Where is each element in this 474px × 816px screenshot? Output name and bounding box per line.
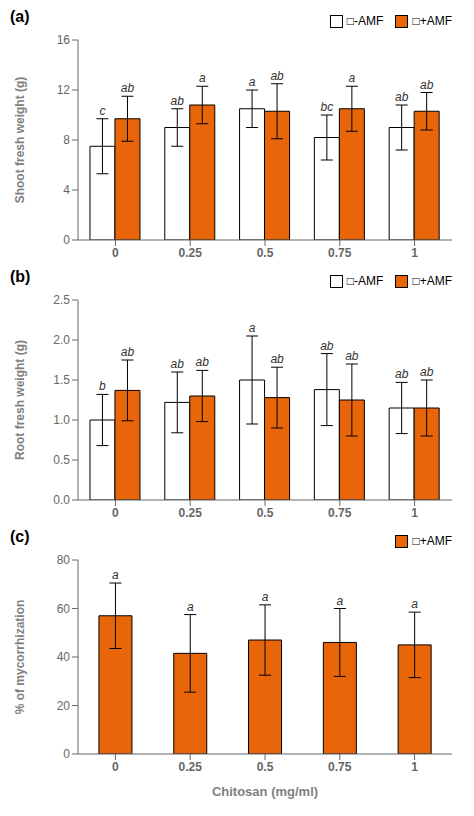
svg-text:a: a xyxy=(112,568,119,582)
svg-text:ab: ab xyxy=(196,355,210,369)
html-text:□+AMF: □+AMF xyxy=(412,14,452,28)
svg-text:0.25: 0.25 xyxy=(179,760,203,774)
svg-text:80: 80 xyxy=(57,553,71,567)
html-text:(a): (a) xyxy=(10,8,30,25)
svg-text:Root fresh weight (g): Root fresh weight (g) xyxy=(13,340,27,460)
svg-text:ab: ab xyxy=(121,81,135,95)
svg-text:a: a xyxy=(411,597,418,611)
svg-text:0: 0 xyxy=(112,246,119,260)
svg-text:ab: ab xyxy=(171,357,185,371)
svg-text:4: 4 xyxy=(63,183,70,197)
svg-text:0.5: 0.5 xyxy=(257,246,274,260)
html-text:□+AMF: □+AMF xyxy=(412,274,452,288)
svg-text:0.25: 0.25 xyxy=(179,246,203,260)
svg-text:1: 1 xyxy=(411,760,418,774)
svg-text:a: a xyxy=(199,71,206,85)
svg-text:1.5: 1.5 xyxy=(53,373,70,387)
svg-text:1: 1 xyxy=(411,506,418,520)
svg-text:60: 60 xyxy=(57,602,71,616)
svg-text:0.0: 0.0 xyxy=(53,493,70,507)
svg-text:0: 0 xyxy=(112,760,119,774)
html-text:(b): (b) xyxy=(10,268,31,285)
svg-text:1: 1 xyxy=(411,246,418,260)
svg-text:ab: ab xyxy=(270,69,284,83)
svg-text:0.75: 0.75 xyxy=(328,760,352,774)
svg-text:0.75: 0.75 xyxy=(328,506,352,520)
svg-text:16: 16 xyxy=(57,33,71,47)
svg-text:bc: bc xyxy=(321,100,334,114)
svg-text:ab: ab xyxy=(420,78,434,92)
svg-text:0.5: 0.5 xyxy=(257,506,274,520)
svg-text:0.5: 0.5 xyxy=(53,453,70,467)
svg-text:8: 8 xyxy=(63,133,70,147)
svg-text:0.25: 0.25 xyxy=(179,506,203,520)
svg-text:a: a xyxy=(249,75,256,89)
svg-text:ab: ab xyxy=(270,352,284,366)
svg-text:a: a xyxy=(337,594,344,608)
svg-text:a: a xyxy=(249,321,256,335)
svg-text:2.0: 2.0 xyxy=(53,333,70,347)
svg-text:% of mycorrhization: % of mycorrhization xyxy=(13,600,27,715)
svg-text:0.75: 0.75 xyxy=(328,246,352,260)
svg-text:ab: ab xyxy=(345,349,359,363)
svg-text:ab: ab xyxy=(420,365,434,379)
svg-text:ab: ab xyxy=(121,345,135,359)
svg-text:Chitosan (mg/ml): Chitosan (mg/ml) xyxy=(212,784,318,799)
svg-text:a: a xyxy=(349,71,356,85)
svg-text:b: b xyxy=(99,379,106,393)
svg-text:12: 12 xyxy=(57,83,71,97)
html-text:(c): (c) xyxy=(10,528,30,545)
svg-text:0: 0 xyxy=(63,747,70,761)
svg-text:40: 40 xyxy=(57,650,71,664)
svg-text:a: a xyxy=(187,600,194,614)
svg-text:2.5: 2.5 xyxy=(53,293,70,307)
svg-text:20: 20 xyxy=(57,699,71,713)
svg-text:ab: ab xyxy=(395,90,409,104)
html-text:□-AMF: □-AMF xyxy=(346,14,384,28)
svg-text:ab: ab xyxy=(171,94,185,108)
svg-text:Shoot fresh weight (g): Shoot fresh weight (g) xyxy=(13,77,27,204)
svg-text:0: 0 xyxy=(63,233,70,247)
svg-text:1.0: 1.0 xyxy=(53,413,70,427)
html-text:□-AMF: □-AMF xyxy=(346,274,384,288)
svg-text:c: c xyxy=(99,104,105,118)
svg-text:a: a xyxy=(262,590,269,604)
svg-text:ab: ab xyxy=(395,367,409,381)
svg-text:0.5: 0.5 xyxy=(257,760,274,774)
svg-text:0: 0 xyxy=(112,506,119,520)
svg-text:ab: ab xyxy=(320,339,334,353)
html-text:□+AMF: □+AMF xyxy=(412,534,452,548)
